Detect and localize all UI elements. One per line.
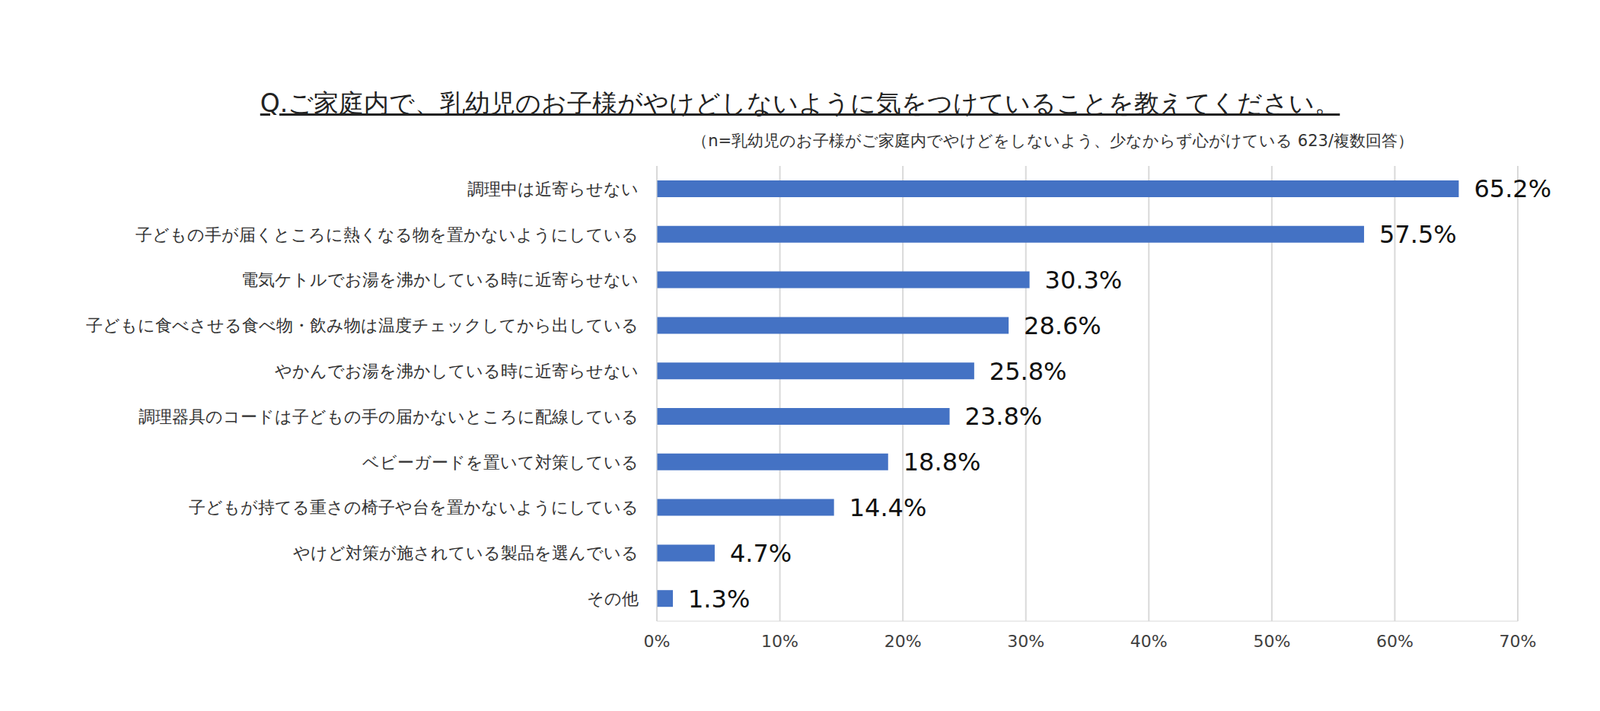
- svg-text:18.8%: 18.8%: [903, 447, 982, 477]
- svg-text:25.8%: 25.8%: [989, 356, 1068, 386]
- svg-text:4.7%: 4.7%: [729, 538, 792, 568]
- svg-text:20%: 20%: [884, 631, 922, 651]
- html-text:（n=乳幼児のお子様がご家庭内でやけどをしないよう、少なから: （n=乳幼児のお子様がご家庭内でやけどをしないよう、少なからず心がけている 62…: [692, 131, 1414, 150]
- svg-text:30.3%: 30.3%: [1045, 265, 1123, 295]
- svg-text:やかんでお湯を沸かしている時に近寄らせない: やかんでお湯を沸かしている時に近寄らせない: [274, 361, 639, 381]
- svg-text:調理中は近寄らせない: 調理中は近寄らせない: [467, 179, 639, 199]
- svg-text:28.6%: 28.6%: [1023, 311, 1102, 341]
- svg-text:調理器具のコードは子どもの手の届かないところに配線している: 調理器具のコードは子どもの手の届かないところに配線している: [138, 407, 639, 427]
- svg-text:子どもに食べさせる食べ物・飲み物は温度チェックしてから出して: 子どもに食べさせる食べ物・飲み物は温度チェックしてから出している: [86, 315, 639, 335]
- svg-text:70%: 70%: [1499, 631, 1537, 651]
- html-text:Q.ご家庭内で、乳幼児のお子様がやけどしないように気をつけて: Q.ご家庭内で、乳幼児のお子様がやけどしないように気をつけていることを教えてくだ…: [260, 88, 1340, 118]
- svg-text:0%: 0%: [643, 631, 671, 651]
- svg-text:40%: 40%: [1130, 631, 1168, 651]
- svg-text:23.8%: 23.8%: [965, 401, 1043, 431]
- svg-text:50%: 50%: [1252, 631, 1291, 651]
- svg-text:やけど対策が施されている製品を選んでいる: やけど対策が施されている製品を選んでいる: [293, 543, 639, 563]
- svg-text:その他: その他: [586, 589, 639, 609]
- svg-text:電気ケトルでお湯を沸かしている時に近寄らせない: 電気ケトルでお湯を沸かしている時に近寄らせない: [241, 270, 639, 290]
- svg-text:60%: 60%: [1376, 631, 1414, 651]
- svg-text:14.4%: 14.4%: [849, 493, 928, 523]
- svg-text:ベビーガードを置いて対策している: ベビーガードを置いて対策している: [362, 452, 639, 472]
- svg-text:10%: 10%: [761, 631, 799, 651]
- svg-text:65.2%: 65.2%: [1473, 174, 1552, 204]
- svg-text:子どもの手が届くところに熱くなる物を置かないようにしている: 子どもの手が届くところに熱くなる物を置かないようにしている: [135, 225, 639, 245]
- svg-text:30%: 30%: [1007, 631, 1045, 651]
- svg-text:1.3%: 1.3%: [688, 584, 750, 614]
- svg-text:子どもが持てる重さの椅子や台を置かないようにしている: 子どもが持てる重さの椅子や台を置かないようにしている: [188, 497, 639, 517]
- svg-text:57.5%: 57.5%: [1379, 219, 1457, 249]
